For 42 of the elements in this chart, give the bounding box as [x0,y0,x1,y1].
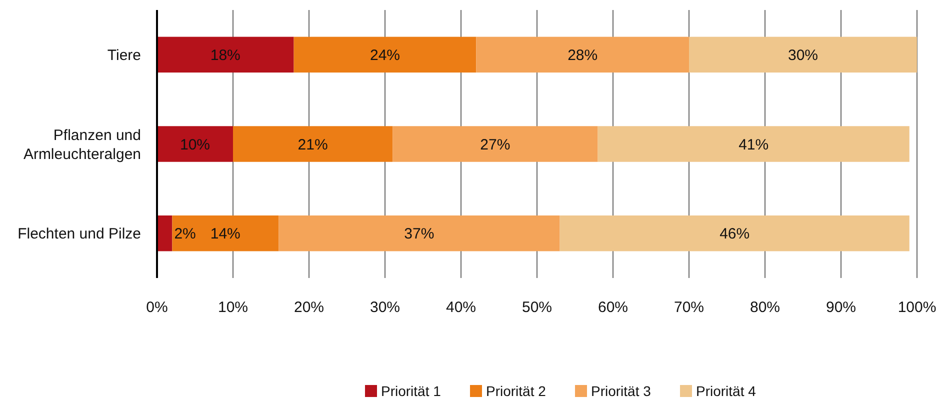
data-label: 46% [720,226,750,243]
bar [278,215,560,252]
legend-label: Priorität 2 [486,382,546,399]
y-tick-label: Tiere [107,46,141,64]
bar [157,126,233,162]
data-label: 14% [210,226,240,243]
x-tick-label: 60% [598,299,628,316]
x-tick-label: 50% [522,299,552,316]
data-label: 24% [370,46,400,64]
bar [157,36,294,73]
x-tick-label: 10% [218,299,248,316]
x-tick-label: 100% [898,299,936,316]
data-label: 2% [174,226,196,243]
y-tick-label: Flechten und Pilze [18,226,141,243]
data-label: 37% [404,226,434,243]
data-label: 10% [180,136,210,154]
bar [172,215,279,252]
bar [598,126,910,162]
x-tick-label: 80% [750,299,780,316]
legend-label: Priorität 1 [381,382,442,399]
y-tick-label: Pflanzen und Armleuchteralgen [23,126,141,163]
bar [560,215,910,252]
bar [689,36,917,73]
data-label: 41% [738,136,769,154]
bar [157,215,172,252]
data-label: 21% [298,136,328,154]
x-tick-label: 30% [370,299,400,316]
data-label: 18% [210,46,240,64]
data-label: 27% [480,136,510,154]
bar [294,36,476,73]
x-tick-label: 40% [446,299,476,316]
x-tick-label: 90% [826,299,856,316]
x-tick-label: 70% [674,299,704,316]
x-tick-label: 0% [146,299,168,316]
x-tick-label: 20% [294,299,324,316]
bar [476,36,689,73]
bar [233,126,393,162]
data-label: 28% [568,46,598,64]
data-label: 30% [788,46,818,64]
legend-label: Priorität 4 [696,382,756,399]
bar [392,126,598,162]
legend-label: Priorität 3 [591,382,652,399]
